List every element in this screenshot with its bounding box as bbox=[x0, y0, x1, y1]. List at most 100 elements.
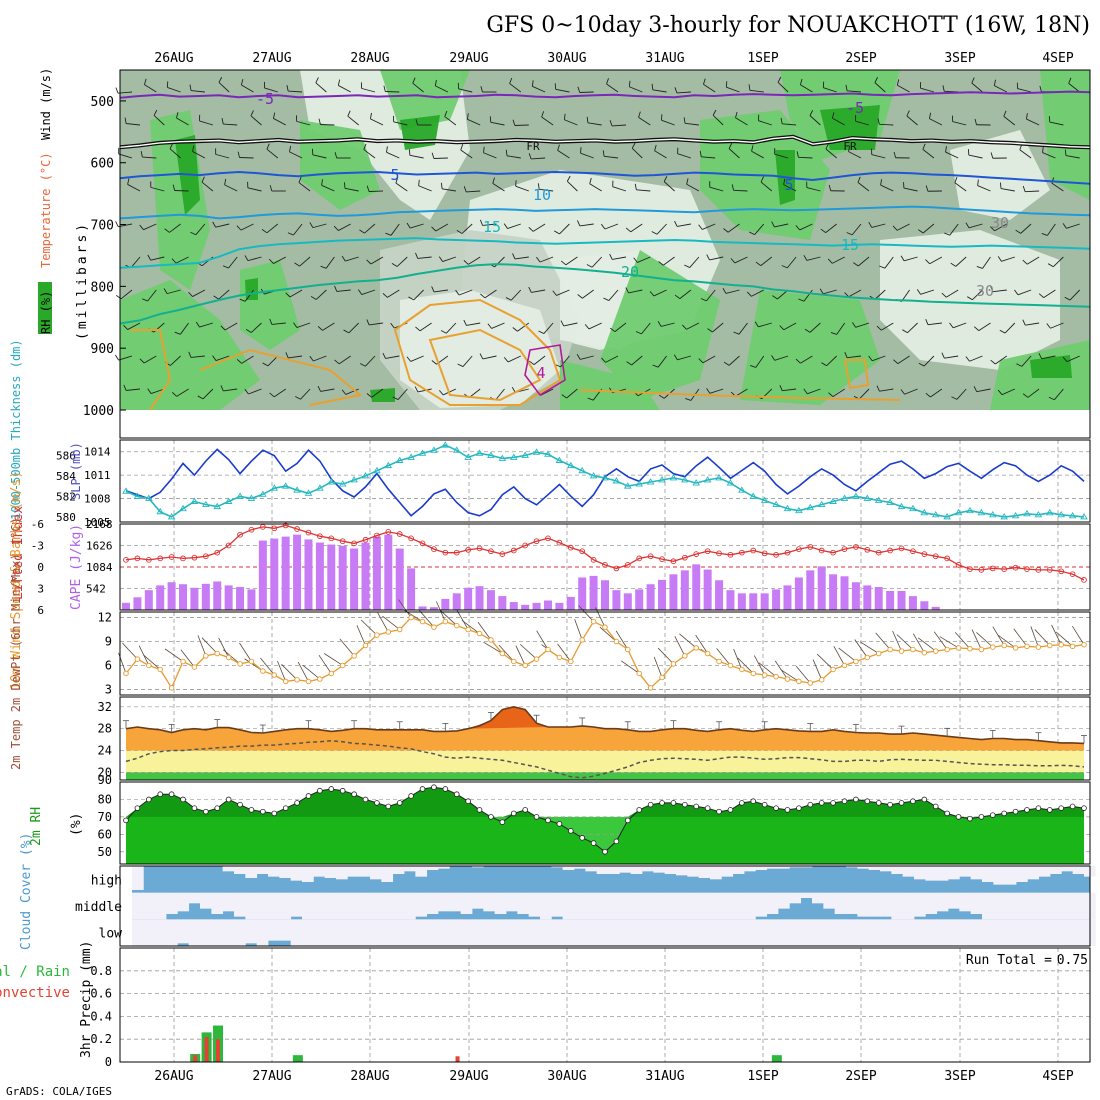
ylabel-precip-convective: Convective bbox=[0, 985, 70, 1001]
wind-barb-flag bbox=[876, 385, 880, 392]
cloud-clear-cell bbox=[744, 892, 756, 920]
wind-barb-staff bbox=[215, 153, 230, 159]
wind-barb-staff bbox=[385, 355, 400, 359]
cloud-clear-cell bbox=[778, 866, 790, 869]
date-label-top: 3SEP bbox=[944, 51, 975, 66]
wind-barb-staff bbox=[1047, 223, 1056, 236]
cloud-clear-cell bbox=[540, 892, 552, 920]
cloud-clear-cell bbox=[426, 866, 439, 870]
wind-barb-flag bbox=[440, 182, 443, 189]
wind-barb-flag bbox=[603, 297, 610, 301]
wind-barb bbox=[859, 641, 879, 654]
thickness-point bbox=[122, 487, 130, 494]
rh-point bbox=[419, 786, 426, 792]
cloud-clear-cell bbox=[698, 919, 711, 946]
wind-barb-staff bbox=[462, 355, 473, 367]
wind-barb-staff bbox=[482, 355, 497, 360]
wind-barb-staff bbox=[904, 256, 918, 262]
rh-point bbox=[339, 787, 346, 794]
lifted-index-point bbox=[579, 548, 586, 555]
wind-barb-flag bbox=[505, 149, 508, 156]
wind-barb bbox=[477, 621, 492, 641]
ylabel-rh: RH (%) bbox=[39, 291, 53, 334]
panel-frame bbox=[119, 69, 1091, 439]
cloud-clear-cell bbox=[562, 919, 575, 946]
wind-speed-point bbox=[545, 646, 551, 653]
cloud-clear-cell bbox=[472, 892, 484, 909]
wind-barb-staff bbox=[559, 223, 570, 235]
rh-shading-region bbox=[1030, 355, 1072, 378]
wind-barb-flag bbox=[392, 396, 399, 400]
wind-barb-flag bbox=[431, 152, 435, 159]
wind-barb-staff bbox=[582, 289, 594, 299]
cloud-clear-cell bbox=[154, 892, 167, 920]
cloud-clear-cell bbox=[766, 919, 779, 946]
pressure-tick-label: 500 bbox=[91, 95, 114, 110]
wind-barb-staff bbox=[176, 117, 189, 126]
cloud-clear-cell bbox=[608, 866, 620, 874]
cloud-clear-cell bbox=[676, 866, 688, 876]
cloud-clear-cell bbox=[574, 892, 586, 920]
thickness-point bbox=[715, 474, 723, 481]
wind-barb-staff bbox=[871, 154, 886, 159]
wind-barb-flag bbox=[337, 79, 341, 86]
lifted-index-point bbox=[978, 567, 985, 573]
panel-frame bbox=[119, 696, 1091, 781]
wind-barb bbox=[164, 648, 184, 662]
cloud-clear-cell bbox=[528, 892, 541, 917]
run-total-label: Run Total = bbox=[966, 953, 1052, 968]
wind-barb-staff bbox=[982, 256, 991, 269]
thickness-point bbox=[1045, 508, 1054, 516]
cloud-clear-cell bbox=[721, 919, 734, 946]
cloud-clear-cell bbox=[324, 919, 337, 946]
thickness-point bbox=[521, 451, 529, 458]
cloud-clear-cell bbox=[1004, 866, 1017, 885]
cloud-clear-cell bbox=[256, 919, 269, 946]
precip-tick-label: 0.8 bbox=[90, 964, 112, 978]
wind-barb-staff bbox=[118, 223, 133, 228]
wind-barb-staff bbox=[531, 157, 546, 160]
wind-barb-flag bbox=[1038, 353, 1043, 359]
cape-bar bbox=[167, 582, 176, 610]
wind-barb-staff bbox=[800, 84, 813, 93]
cape-bar bbox=[509, 602, 518, 610]
thickness-point bbox=[646, 478, 655, 485]
cloud-clear-cell bbox=[880, 892, 892, 917]
wind-speed-point bbox=[374, 632, 380, 638]
wind-barb-flag bbox=[832, 112, 835, 119]
wind-barb-flag bbox=[1064, 149, 1067, 156]
wind-barb-staff bbox=[702, 223, 716, 230]
wind-barb-flag bbox=[821, 362, 827, 367]
footer-credit: GrADS: COLA/IGES bbox=[6, 1085, 112, 1098]
wind-barb-staff bbox=[458, 88, 473, 93]
thickness-tick-label: 580 bbox=[56, 511, 76, 524]
rh-point bbox=[305, 793, 312, 799]
wind-barb-flag bbox=[220, 325, 226, 331]
wind-barb-staff bbox=[945, 289, 959, 298]
cloud-clear-cell bbox=[483, 919, 496, 946]
rh-point bbox=[670, 800, 677, 806]
panel-frame bbox=[119, 865, 1091, 947]
wind-barb-flag bbox=[309, 355, 314, 362]
cape-bar bbox=[521, 604, 530, 610]
wind-barb-staff bbox=[338, 355, 351, 365]
cloud-clear-cell bbox=[698, 866, 711, 878]
thickness-point bbox=[852, 492, 860, 499]
wind-speed-point bbox=[944, 646, 950, 653]
li-tick-label: -3 bbox=[31, 540, 44, 553]
wind-barb-staff bbox=[807, 388, 821, 395]
cloud-clear-cell bbox=[256, 892, 269, 920]
rh-point bbox=[248, 807, 255, 813]
wind-speed-point bbox=[704, 650, 711, 657]
thickness-point bbox=[977, 508, 986, 516]
lifted-index-point bbox=[670, 558, 677, 565]
rh-shading-region bbox=[245, 278, 258, 300]
thickness-point bbox=[601, 474, 609, 481]
rh-point bbox=[465, 798, 471, 804]
wind-barb-flag bbox=[796, 151, 799, 158]
wind-barb-staff bbox=[555, 88, 570, 93]
cape-bar bbox=[498, 596, 507, 610]
thickness-point bbox=[236, 492, 244, 499]
wind-barb-staff bbox=[702, 355, 716, 364]
thickness-point bbox=[589, 472, 598, 479]
